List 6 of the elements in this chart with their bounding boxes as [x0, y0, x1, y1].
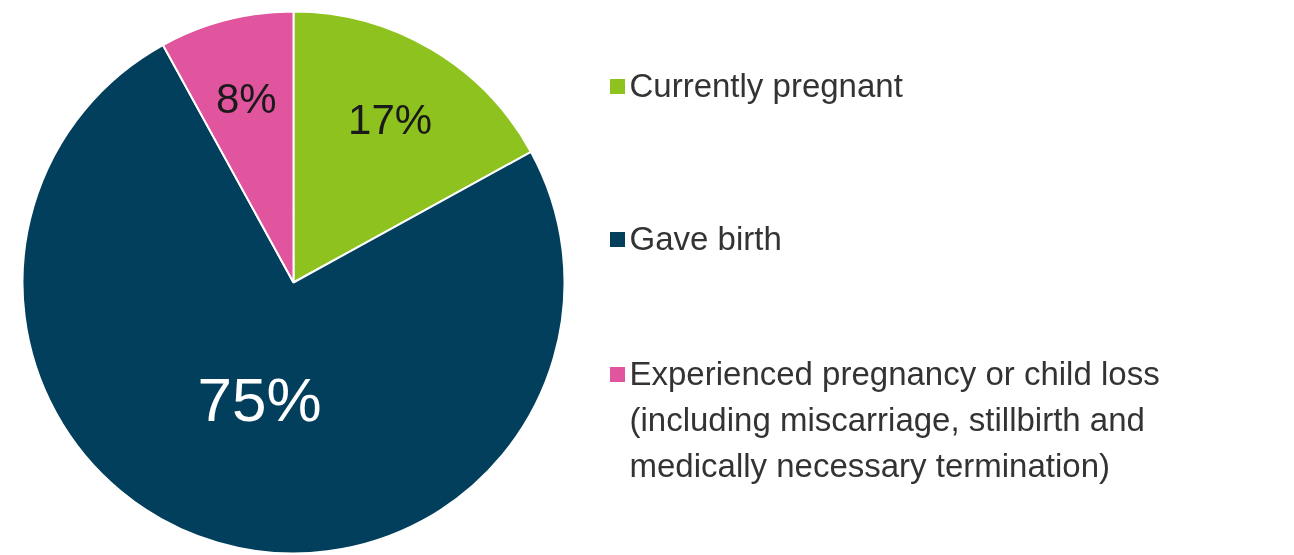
data-label: 8% [215, 75, 277, 123]
legend-label: Currently pregnant [629, 66, 903, 104]
data-label: 17% [348, 95, 433, 143]
data-label: 75% [197, 365, 322, 435]
legend-label: Gave birth [629, 219, 782, 257]
legend-label: Experienced pregnancy or child loss (including miscarriage, stillbirth and medically necessary termination) [629, 354, 1160, 484]
